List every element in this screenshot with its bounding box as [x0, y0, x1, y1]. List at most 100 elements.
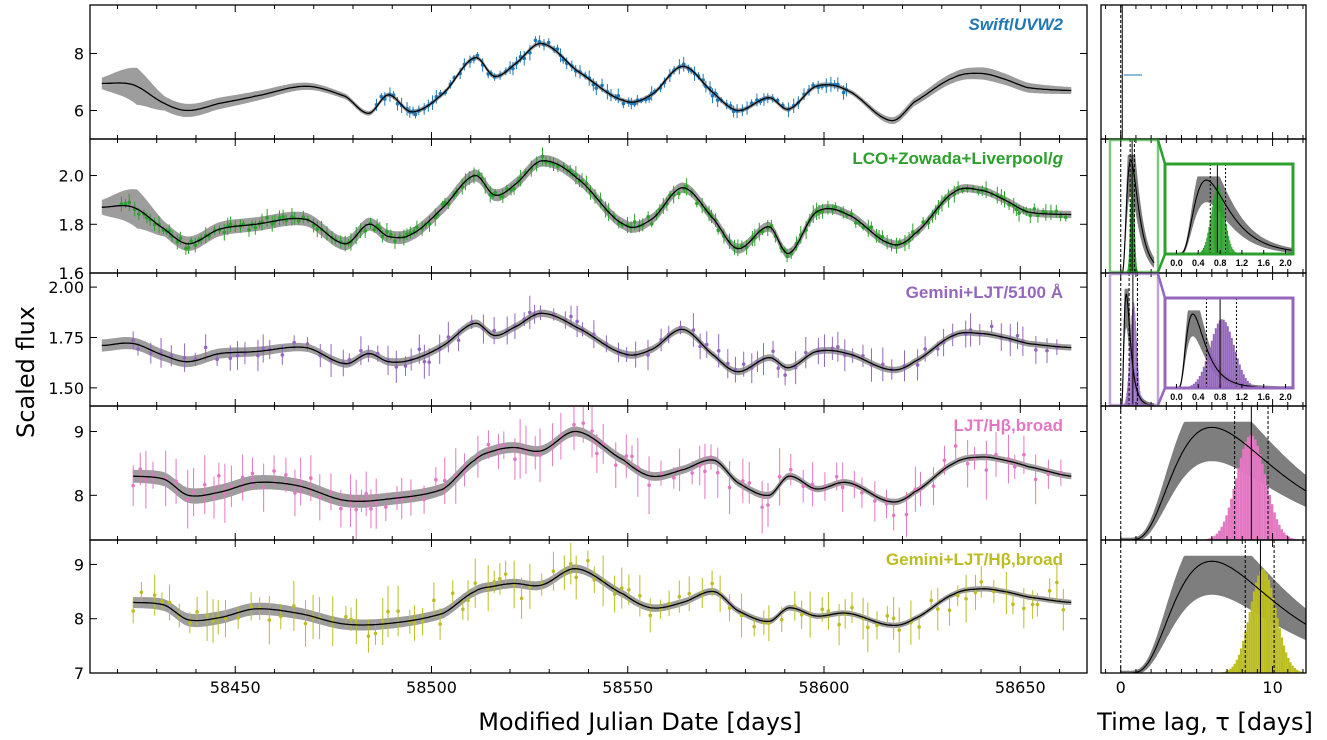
- data-point: [240, 475, 245, 480]
- data-point: [1061, 607, 1066, 612]
- data-point: [703, 469, 707, 474]
- data-point: [810, 482, 815, 487]
- data-point: [965, 461, 970, 466]
- data-point: [379, 94, 384, 99]
- data-point: [911, 230, 915, 234]
- histogram-bar: [1138, 370, 1139, 406]
- data-point: [956, 186, 960, 190]
- data-point: [1055, 580, 1059, 585]
- histogram-bar: [1129, 248, 1130, 273]
- histogram-bar: [1270, 504, 1274, 540]
- data-point: [834, 474, 839, 479]
- data-point: [261, 485, 266, 490]
- lag-median-curve: [1120, 159, 1155, 273]
- data-point: [466, 598, 470, 603]
- data-point: [339, 506, 343, 511]
- histogram-bar: [1208, 347, 1211, 388]
- data-point: [755, 98, 759, 102]
- data-point: [354, 619, 359, 624]
- data-point: [415, 225, 419, 230]
- histogram-bar: [1229, 668, 1232, 673]
- lag-median-curve: [1120, 560, 1306, 673]
- data-point: [590, 429, 594, 433]
- histogram-bar: [1263, 474, 1267, 540]
- histogram-bar: [1263, 569, 1266, 673]
- lag-axis-label: Time lag, τ [days]: [1096, 708, 1313, 736]
- data-point: [861, 353, 865, 358]
- histogram-bar: [1128, 373, 1129, 406]
- histogram-bar: [1135, 320, 1136, 406]
- histogram-bar: [1128, 259, 1130, 273]
- x-tick-label: 58650: [995, 678, 1046, 697]
- panels: 6 8 Swift/UVW2 1.6 1.8 2.0 LCO+Zowada+Liverpoo…: [48, 4, 1307, 697]
- data-point: [211, 619, 215, 623]
- data-point: [836, 344, 840, 349]
- panel-label-uvw2: Swift/UVW2: [969, 15, 1064, 34]
- histogram-bar: [1261, 568, 1264, 673]
- y-tick-label: 1.50: [48, 379, 84, 398]
- data-point: [519, 596, 524, 601]
- data-point: [318, 353, 323, 358]
- data-point: [443, 200, 447, 205]
- histogram-bar: [1201, 249, 1203, 254]
- data-point: [884, 502, 889, 506]
- histogram-bar: [1136, 340, 1138, 406]
- lag-median-curve: [1176, 179, 1293, 254]
- data-point: [182, 355, 187, 360]
- histogram-bar: [1138, 378, 1140, 406]
- histogram-bar: [1227, 507, 1231, 540]
- histogram-bar: [1272, 597, 1275, 673]
- data-point: [776, 366, 781, 371]
- histogram-bar: [1139, 385, 1140, 406]
- y-tick-label: 1.6: [59, 264, 84, 283]
- histogram-bar: [1228, 331, 1231, 388]
- data-point: [540, 154, 545, 159]
- data-point: [880, 235, 885, 239]
- histogram-bar: [1250, 601, 1253, 673]
- data-point: [1058, 214, 1063, 219]
- data-point: [1035, 602, 1040, 607]
- data-point: [595, 451, 599, 456]
- data-point: [174, 479, 178, 484]
- histogram-bar: [1225, 224, 1227, 254]
- histogram-bar: [1130, 200, 1132, 273]
- data-point: [317, 495, 322, 500]
- histogram-bar: [1135, 330, 1137, 406]
- histogram-bar: [1236, 358, 1239, 388]
- data-point: [502, 443, 506, 448]
- data-point: [760, 229, 765, 234]
- histogram-bar: [1242, 448, 1245, 540]
- data-point: [836, 82, 840, 87]
- data-point: [169, 354, 174, 358]
- histogram-bar: [1128, 263, 1129, 273]
- data-point: [691, 328, 696, 332]
- histogram-bar: [1126, 392, 1127, 406]
- data-point: [131, 609, 135, 613]
- data-point: [942, 458, 947, 463]
- data-point: [1022, 452, 1026, 457]
- data-point: [1063, 215, 1068, 220]
- data-point: [1047, 588, 1052, 593]
- data-point: [167, 600, 172, 605]
- data-point: [885, 614, 890, 618]
- data-point: [500, 194, 505, 198]
- data-point: [793, 604, 797, 608]
- data-point: [1028, 213, 1033, 218]
- histogram-bar: [1132, 178, 1134, 273]
- histogram-bar: [1198, 375, 1201, 388]
- histogram-bar: [1275, 519, 1279, 540]
- data-point: [405, 232, 409, 237]
- data-point: [766, 503, 770, 507]
- data-point: [740, 243, 744, 248]
- data-point: [228, 356, 233, 361]
- histogram-bar: [1278, 524, 1281, 540]
- data-point: [953, 444, 958, 448]
- lag-panel-hb2: [1100, 539, 1307, 674]
- data-point: [698, 344, 702, 349]
- data-point: [281, 214, 285, 219]
- histogram-bar: [1239, 457, 1243, 540]
- data-point: [779, 617, 784, 622]
- data-point: [528, 51, 532, 55]
- data-point: [290, 215, 294, 219]
- data-point: [1059, 470, 1063, 475]
